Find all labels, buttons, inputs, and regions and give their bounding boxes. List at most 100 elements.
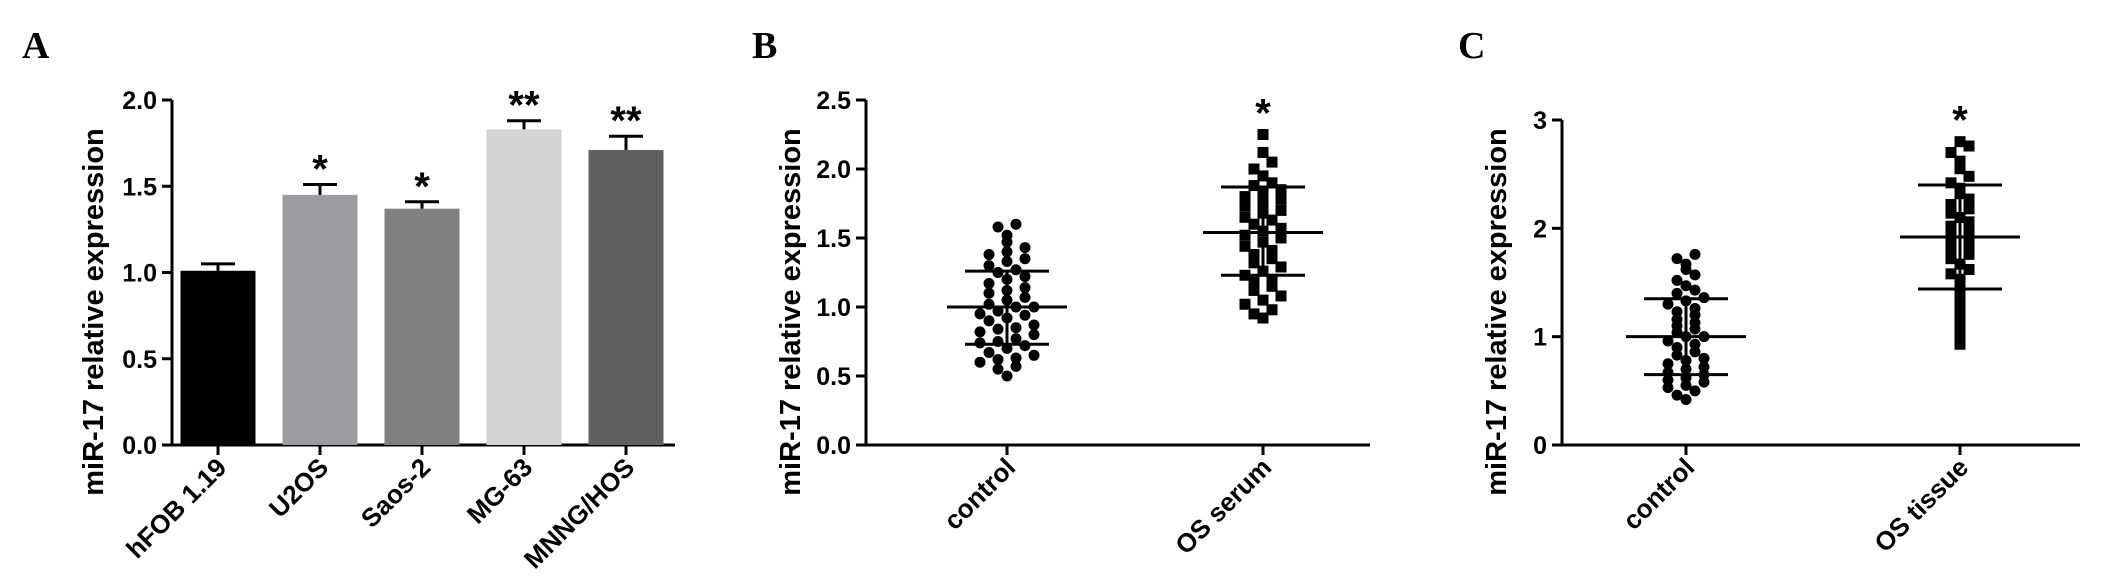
significance-mark-4: ** xyxy=(610,99,642,143)
chart-c-y-tick-label: 0 xyxy=(1533,432,1547,460)
bar-0 xyxy=(180,270,256,445)
chart-b-point xyxy=(1248,249,1260,261)
chart-b-point xyxy=(1248,284,1260,296)
chart-c-point xyxy=(1954,163,1966,175)
chart-b-point xyxy=(1019,271,1031,283)
chart-c-y-tick-label: 3 xyxy=(1533,107,1547,135)
chart-c-point xyxy=(1954,300,1966,312)
chart-b-point xyxy=(983,347,995,359)
chart-c-point xyxy=(1671,274,1683,286)
chart-b-scatter: 0.0 0.5 1.0 1.5 2.0 2.5 control OS serum * xyxy=(816,87,1370,560)
chart-b-point xyxy=(1266,253,1278,265)
chart-c-point xyxy=(1689,269,1701,281)
chart-c-point xyxy=(1698,376,1710,388)
chart-a-category-label: MG-63 xyxy=(461,452,538,529)
chart-b-point xyxy=(1248,218,1260,230)
panel-letter-a: A xyxy=(22,25,50,67)
chart-b-point xyxy=(1239,211,1251,223)
chart-c-point xyxy=(1689,317,1701,329)
chart-b-point xyxy=(1275,290,1287,302)
chart-c-point xyxy=(1662,382,1674,394)
chart-b-point xyxy=(1019,309,1031,321)
panel-letter-b: B xyxy=(752,25,777,67)
chart-b-point xyxy=(1019,282,1031,294)
chart-c-point xyxy=(1954,155,1966,167)
chart-b-point xyxy=(983,315,995,327)
chart-b-point xyxy=(1266,304,1278,316)
chart-c-point xyxy=(1671,389,1683,401)
chart-b-point xyxy=(992,323,1004,335)
chart-c-point xyxy=(1662,374,1674,386)
chart-b-point xyxy=(1010,352,1022,364)
chart-b-point xyxy=(1248,276,1260,288)
chart-b-point xyxy=(1257,312,1269,324)
chart-b-point xyxy=(1019,253,1031,265)
y-axis-title-b: miR-17 relative expression xyxy=(775,128,807,496)
chart-b-point xyxy=(1019,291,1031,303)
chart-b-point xyxy=(1266,244,1278,256)
chart-c-point xyxy=(1954,333,1966,345)
chart-b-category-label: control xyxy=(938,452,1022,536)
chart-c-y-tick-label: 1 xyxy=(1533,324,1547,352)
y-axis-title-a: miR-17 relative expression xyxy=(78,128,110,496)
chart-c-point xyxy=(1954,285,1966,297)
chart-c-point xyxy=(1945,199,1957,210)
chart-b-point xyxy=(1266,156,1278,168)
chart-b-point xyxy=(1275,232,1287,244)
chart-c-point xyxy=(1698,361,1710,373)
chart-c-point xyxy=(1963,170,1975,182)
chart-b-point xyxy=(1028,349,1040,361)
chart-c-point xyxy=(1689,346,1701,358)
chart-c-point xyxy=(1671,349,1683,361)
chart-b-y-tick-label: 2.0 xyxy=(816,156,851,184)
chart-b-point xyxy=(1019,242,1031,254)
chart-c-point xyxy=(1963,140,1975,152)
chart-b-point xyxy=(992,353,1004,365)
chart-b-y-tick-label: 0.0 xyxy=(816,432,851,460)
chart-b-point xyxy=(1001,229,1013,241)
chart-c-point xyxy=(1954,318,1966,330)
chart-c-point xyxy=(1945,220,1957,232)
chart-b-point xyxy=(974,308,986,320)
chart-c-point xyxy=(1945,268,1957,280)
chart-c-scatter: 0 1 2 3 control OS tissue * xyxy=(1533,99,2080,558)
chart-a-y-tick-label: 2.0 xyxy=(122,87,157,115)
chart-b-point xyxy=(983,260,995,272)
chart-c-point xyxy=(1945,235,1957,247)
chart-c-point xyxy=(1671,306,1683,318)
chart-a-category-label: Saos-2 xyxy=(355,452,437,534)
chart-c-point xyxy=(1963,216,1975,228)
chart-c-point xyxy=(1698,352,1710,364)
panel-letter-c: C xyxy=(1458,25,1485,67)
chart-b-point xyxy=(1275,204,1287,216)
chart-c-point xyxy=(1963,248,1975,260)
chart-b-y-tick-label: 0.5 xyxy=(816,363,851,391)
chart-c-point xyxy=(1689,303,1701,314)
bar-3 xyxy=(486,129,562,445)
chart-a-category-label: MNNG/HOS xyxy=(518,452,640,574)
chart-b-point xyxy=(1257,146,1269,158)
chart-b-point xyxy=(1239,240,1251,252)
significance-mark-1: * xyxy=(312,148,328,192)
chart-c-point xyxy=(1963,203,1975,215)
chart-c-point xyxy=(1680,394,1692,405)
chart-c-point xyxy=(1662,335,1674,347)
chart-b-point xyxy=(1010,322,1022,334)
chart-b-point xyxy=(1257,294,1269,306)
chart-c-point xyxy=(1945,228,1957,240)
chart-b-point xyxy=(1266,280,1278,292)
chart-b-point xyxy=(1266,214,1278,226)
chart-c-point xyxy=(1963,240,1975,252)
chart-c-point xyxy=(1680,258,1692,270)
chart-b-point xyxy=(1010,333,1022,345)
chart-c-point xyxy=(1671,342,1683,353)
chart-c-point xyxy=(1689,248,1701,260)
chart-a-y-tick-label: 1.5 xyxy=(122,173,157,201)
chart-a-y-tick-label: 1.0 xyxy=(122,260,157,288)
chart-a-y-tick-label: 0.5 xyxy=(122,346,157,374)
chart-b-point xyxy=(1239,298,1251,310)
significance-mark-2: * xyxy=(414,165,430,209)
chart-c-point xyxy=(1671,253,1683,265)
significance-mark-3: ** xyxy=(508,84,540,128)
